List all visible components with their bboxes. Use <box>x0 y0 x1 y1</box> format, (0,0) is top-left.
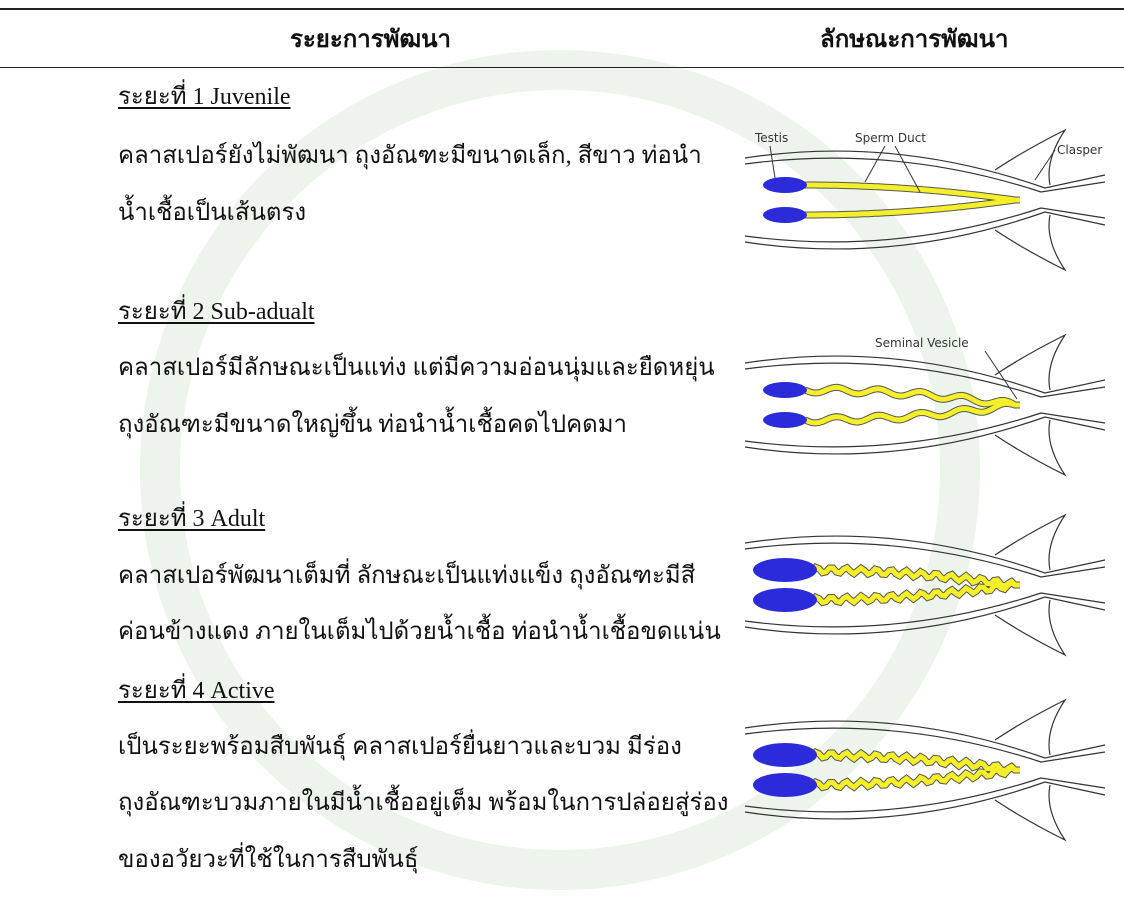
body-outline <box>744 207 1106 243</box>
testis <box>753 743 817 767</box>
stage-description: ถุงอัณฑะบวมภายในมีน้ำเชื้ออยู่เต็ม พร้อม… <box>118 790 729 816</box>
testis <box>763 207 807 223</box>
duct <box>805 197 1020 218</box>
body-outline <box>744 727 1106 763</box>
stage-description: เป็นระยะพร้อมสืบพันธุ์ คลาสเปอร์ยื่นยาวแ… <box>118 734 682 760</box>
watermark <box>140 50 980 890</box>
fin <box>994 513 1067 571</box>
duct <box>803 579 1020 607</box>
fin <box>994 419 1067 477</box>
testis <box>763 382 807 398</box>
arrow <box>1034 149 1056 181</box>
fin <box>994 333 1067 391</box>
arrow <box>769 145 776 179</box>
testis <box>753 558 817 582</box>
duct <box>803 564 1020 590</box>
figure-label: Seminal Vesicle <box>875 336 969 350</box>
body-outline <box>744 412 1106 448</box>
arrow <box>984 350 1018 400</box>
body-outline <box>744 211 1106 250</box>
stage-description: น้ำเชื้อเป็นเส้นตรง <box>118 200 307 226</box>
body-outline <box>744 416 1106 455</box>
stage-title: ระยะที่ 4 Active <box>118 678 275 704</box>
duct <box>804 384 1020 408</box>
stage-description: คลาสเปอร์ยังไม่พัฒนา ถุงอัณฑะมีขนาดเล็ก,… <box>118 143 702 169</box>
stage-description: ค่อนข้างแดง ภายในเต็มไปด้วยน้ำเชื้อ ท่อน… <box>118 619 721 645</box>
diagram: Seminal Vesicle <box>744 333 1106 477</box>
body-outline <box>744 362 1106 398</box>
column-heading: ลักษณะการพัฒนา <box>820 27 1009 53</box>
testis <box>753 588 817 612</box>
fin <box>994 784 1067 842</box>
duct <box>803 749 1020 775</box>
fin <box>994 214 1067 272</box>
stage-description: ถุงอัณฑะมีขนาดใหญ่ขึ้น ท่อนำน้ำเชื้อคดไป… <box>118 412 628 438</box>
arrow <box>894 145 921 193</box>
figure-label: Clasper <box>1057 143 1102 157</box>
fin <box>994 698 1067 756</box>
testis <box>763 177 807 193</box>
stage-title: ระยะที่ 2 Sub-adualt <box>118 299 315 325</box>
diagram <box>744 513 1106 657</box>
testis <box>763 412 807 428</box>
stage-description: ของอวัยวะที่ใช้ในการสืบพันธุ์ <box>118 847 419 873</box>
body-outline <box>744 355 1106 394</box>
figure-label: Testis <box>754 131 788 145</box>
fin <box>994 128 1067 186</box>
body-outline <box>744 150 1106 189</box>
testis <box>753 773 817 797</box>
duct <box>804 400 1020 426</box>
stage-title: ระยะที่ 1 Juvenile <box>118 84 291 110</box>
body-outline <box>744 592 1106 628</box>
body-outline <box>744 777 1106 813</box>
body-outline <box>744 542 1106 578</box>
duct <box>805 182 1020 203</box>
body-outline <box>744 781 1106 820</box>
header-rule <box>0 67 1124 68</box>
fin <box>994 599 1067 657</box>
body-outline <box>744 535 1106 574</box>
body-outline <box>744 596 1106 635</box>
figure-label: Sperm Duct <box>855 131 926 145</box>
body-outline <box>744 157 1106 193</box>
stage-title: ระยะที่ 3 Adult <box>118 506 266 532</box>
column-heading: ระยะการพัฒนา <box>290 27 452 53</box>
arrow <box>864 145 886 183</box>
top-rule <box>0 8 1124 10</box>
stage-description: คลาสเปอร์มีลักษณะเป็นแท่ง แต่มีความอ่อนน… <box>118 355 715 381</box>
diagram: Testis Sperm Duct Clasper <box>744 128 1106 272</box>
duct <box>803 764 1020 792</box>
stage-description: คลาสเปอร์พัฒนาเต็มที่ ลักษณะเป็นแท่งแข็ง… <box>118 563 696 589</box>
diagram <box>744 698 1106 842</box>
body-outline <box>744 720 1106 759</box>
